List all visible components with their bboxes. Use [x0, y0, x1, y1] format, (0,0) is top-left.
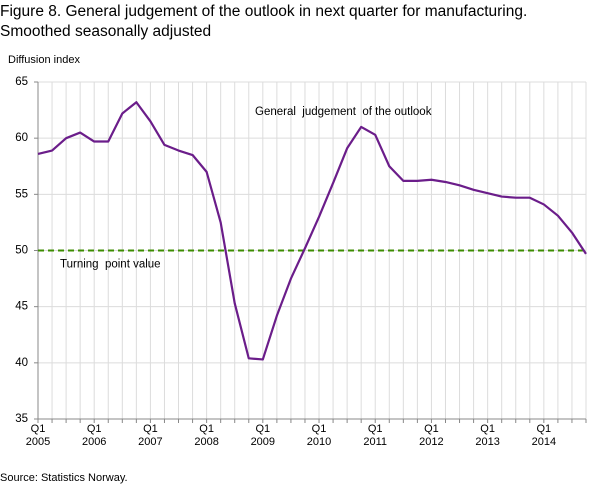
x-tick-label: Q1 2014	[531, 423, 557, 448]
series-label: General judgement of the outlook	[255, 106, 432, 118]
x-tick-label: Q1 2010	[306, 423, 332, 448]
x-tick-label: Q1 2011	[363, 423, 388, 448]
series-line	[37, 101, 587, 361]
chart-title: Figure 8. General judgement of the outlo…	[0, 3, 528, 40]
reference-label: Turning point value	[60, 259, 161, 271]
x-tick-label: Q1 2007	[138, 423, 163, 448]
y-tick-label: 65	[15, 76, 28, 88]
y-axis-label: Diffusion index	[8, 54, 80, 66]
x-tick-label: Q1 2013	[475, 423, 500, 448]
y-tick-label: 35	[15, 413, 28, 425]
y-tick-label: 55	[15, 188, 28, 200]
y-tick-label: 45	[15, 301, 28, 313]
y-tick-label: 60	[15, 132, 28, 144]
y-tick-label: 40	[15, 357, 28, 369]
y-tick-label: 50	[15, 245, 28, 257]
x-tick-label: Q1 2008	[194, 423, 219, 448]
x-tick-label: Q1 2012	[419, 423, 444, 448]
x-tick-label: Q1 2005	[25, 423, 51, 448]
x-tick-label: Q1 2009	[250, 423, 276, 448]
source-note: Source: Statistics Norway.	[0, 472, 128, 484]
x-tick-label: Q1 2006	[81, 423, 107, 448]
